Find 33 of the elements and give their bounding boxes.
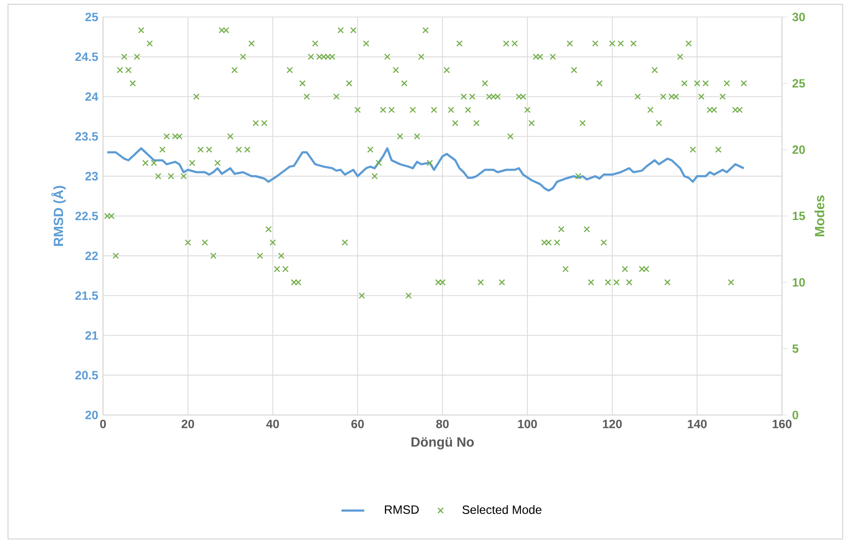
x-axis-title: Döngü No xyxy=(412,437,474,450)
x-tick-label: 80 xyxy=(436,420,449,428)
x-tick-label: 140 xyxy=(688,420,707,428)
y2-tick-label: 20 xyxy=(792,145,805,154)
y-tick-label: 20.5 xyxy=(75,370,98,380)
y2-tick-label: 25 xyxy=(792,79,806,88)
y-tick-label: 22 xyxy=(85,252,98,260)
y-tick-label: 20 xyxy=(85,410,98,420)
y-tick-label: 21 xyxy=(85,331,98,340)
y-tick-label: 24 xyxy=(85,92,98,101)
x-tick-label: 60 xyxy=(351,420,364,428)
x-tick-label: 160 xyxy=(772,420,792,428)
y-tick-label: 25 xyxy=(85,12,98,22)
x-tick-label: 0 xyxy=(100,420,106,428)
y-axis-title: RMSD (Å) xyxy=(51,186,66,246)
y-tick-label: 23.5 xyxy=(75,132,98,141)
y2-tick-label: 30 xyxy=(792,12,805,22)
y-tick-label: 23 xyxy=(85,172,98,180)
legend-label: RMSD xyxy=(384,505,419,514)
line-series xyxy=(106,147,745,192)
x-tick-label: 20 xyxy=(182,420,194,428)
x-tick-label: 40 xyxy=(266,420,279,428)
x-tick-label: 120 xyxy=(602,420,622,428)
legend-label: Selected Mode xyxy=(462,505,542,514)
y-tick-label: 21.5 xyxy=(75,291,98,300)
y-tick-label: 22.5 xyxy=(75,212,98,220)
y2-tick-label: 0 xyxy=(792,410,798,420)
y2-tick-label: 10 xyxy=(792,278,805,287)
y2-tick-label: 5 xyxy=(792,344,798,353)
y-tick-label: 24.5 xyxy=(75,52,98,62)
y2-tick-label: 15 xyxy=(792,212,806,220)
y2-axis-title: Modes xyxy=(814,195,824,236)
x-tick-label: 100 xyxy=(518,420,537,428)
